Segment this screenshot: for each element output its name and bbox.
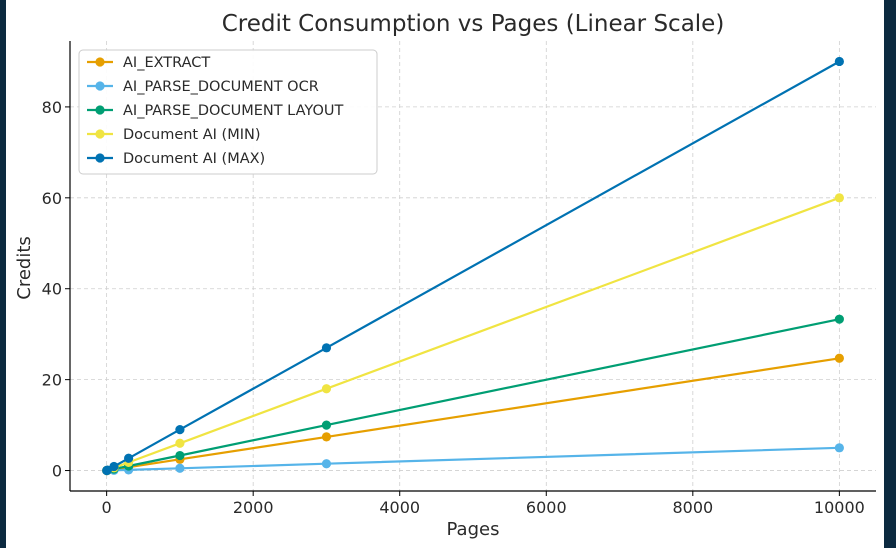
data-point	[175, 463, 185, 473]
x-tick-label: 6000	[526, 498, 567, 517]
x-tick-label: 2000	[233, 498, 274, 517]
legend-label: AI_PARSE_DOCUMENT LAYOUT	[123, 103, 343, 119]
legend-label: Document AI (MIN)	[123, 127, 260, 143]
legend-swatch-marker	[95, 153, 105, 163]
x-tick-label: 0	[102, 498, 112, 517]
legend-label: Document AI (MAX)	[123, 151, 265, 167]
data-point	[834, 56, 844, 67]
y-axis-label: Credits	[14, 236, 35, 300]
data-point	[834, 443, 844, 453]
legend-box	[78, 49, 378, 175]
x-axis-label: Pages	[447, 519, 500, 540]
line-chart: Credit Consumption vs Pages (Linear Scal…	[14, 11, 876, 540]
data-point	[175, 438, 185, 448]
y-tick-label: 80	[42, 98, 62, 117]
y-tick-label: 40	[42, 280, 62, 299]
chart-title: Credit Consumption vs Pages (Linear Scal…	[222, 11, 725, 37]
y-tick-label: 20	[42, 371, 62, 390]
y-tick-label: 60	[42, 189, 62, 208]
data-point	[109, 461, 119, 472]
legend-label: AI_EXTRACT	[123, 55, 210, 71]
y-tick-label: 0	[52, 462, 62, 481]
chart-figure: Credit Consumption vs Pages (Linear Scal…	[6, 0, 884, 548]
x-tick-label: 4000	[379, 498, 420, 517]
x-tick-label: 10000	[814, 498, 865, 517]
data-point	[321, 459, 332, 469]
data-point	[834, 314, 844, 324]
x-tick-label: 8000	[672, 498, 713, 517]
legend-swatch-marker	[95, 81, 105, 91]
data-point	[321, 420, 332, 430]
data-point	[175, 450, 185, 461]
legend-swatch-marker	[95, 57, 105, 67]
data-point	[175, 425, 185, 435]
data-point	[321, 343, 332, 353]
legend-label: AI_PARSE_DOCUMENT OCR	[123, 79, 319, 95]
data-point	[321, 432, 332, 442]
data-point	[321, 384, 332, 394]
data-point	[834, 353, 844, 363]
legend-swatch-marker	[95, 129, 105, 139]
data-point	[834, 193, 844, 203]
legend-swatch-marker	[95, 105, 105, 115]
data-point	[124, 453, 134, 463]
